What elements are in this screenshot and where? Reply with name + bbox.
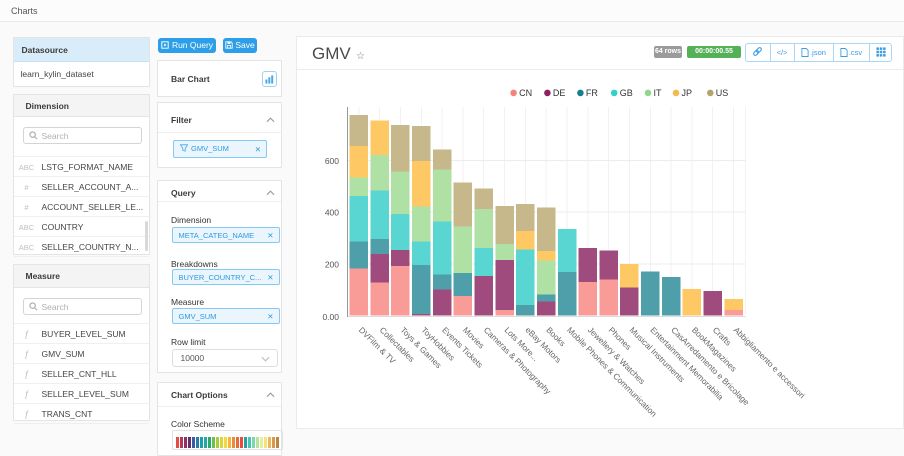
svg-text:US: US bbox=[716, 88, 729, 98]
svg-text:JP: JP bbox=[682, 88, 693, 98]
svg-text:GB: GB bbox=[620, 88, 633, 98]
svg-text:200: 200 bbox=[325, 259, 339, 269]
svg-text:0.00: 0.00 bbox=[322, 312, 339, 322]
svg-text:CN: CN bbox=[519, 88, 532, 98]
svg-text:Abbigliamento e accessori: Abbigliamento e accessori bbox=[732, 325, 808, 401]
svg-text:400: 400 bbox=[325, 208, 339, 218]
svg-text:600: 600 bbox=[325, 156, 339, 166]
svg-text:DE: DE bbox=[553, 88, 566, 98]
svg-text:IT: IT bbox=[654, 88, 663, 98]
svg-text:FR: FR bbox=[586, 88, 598, 98]
